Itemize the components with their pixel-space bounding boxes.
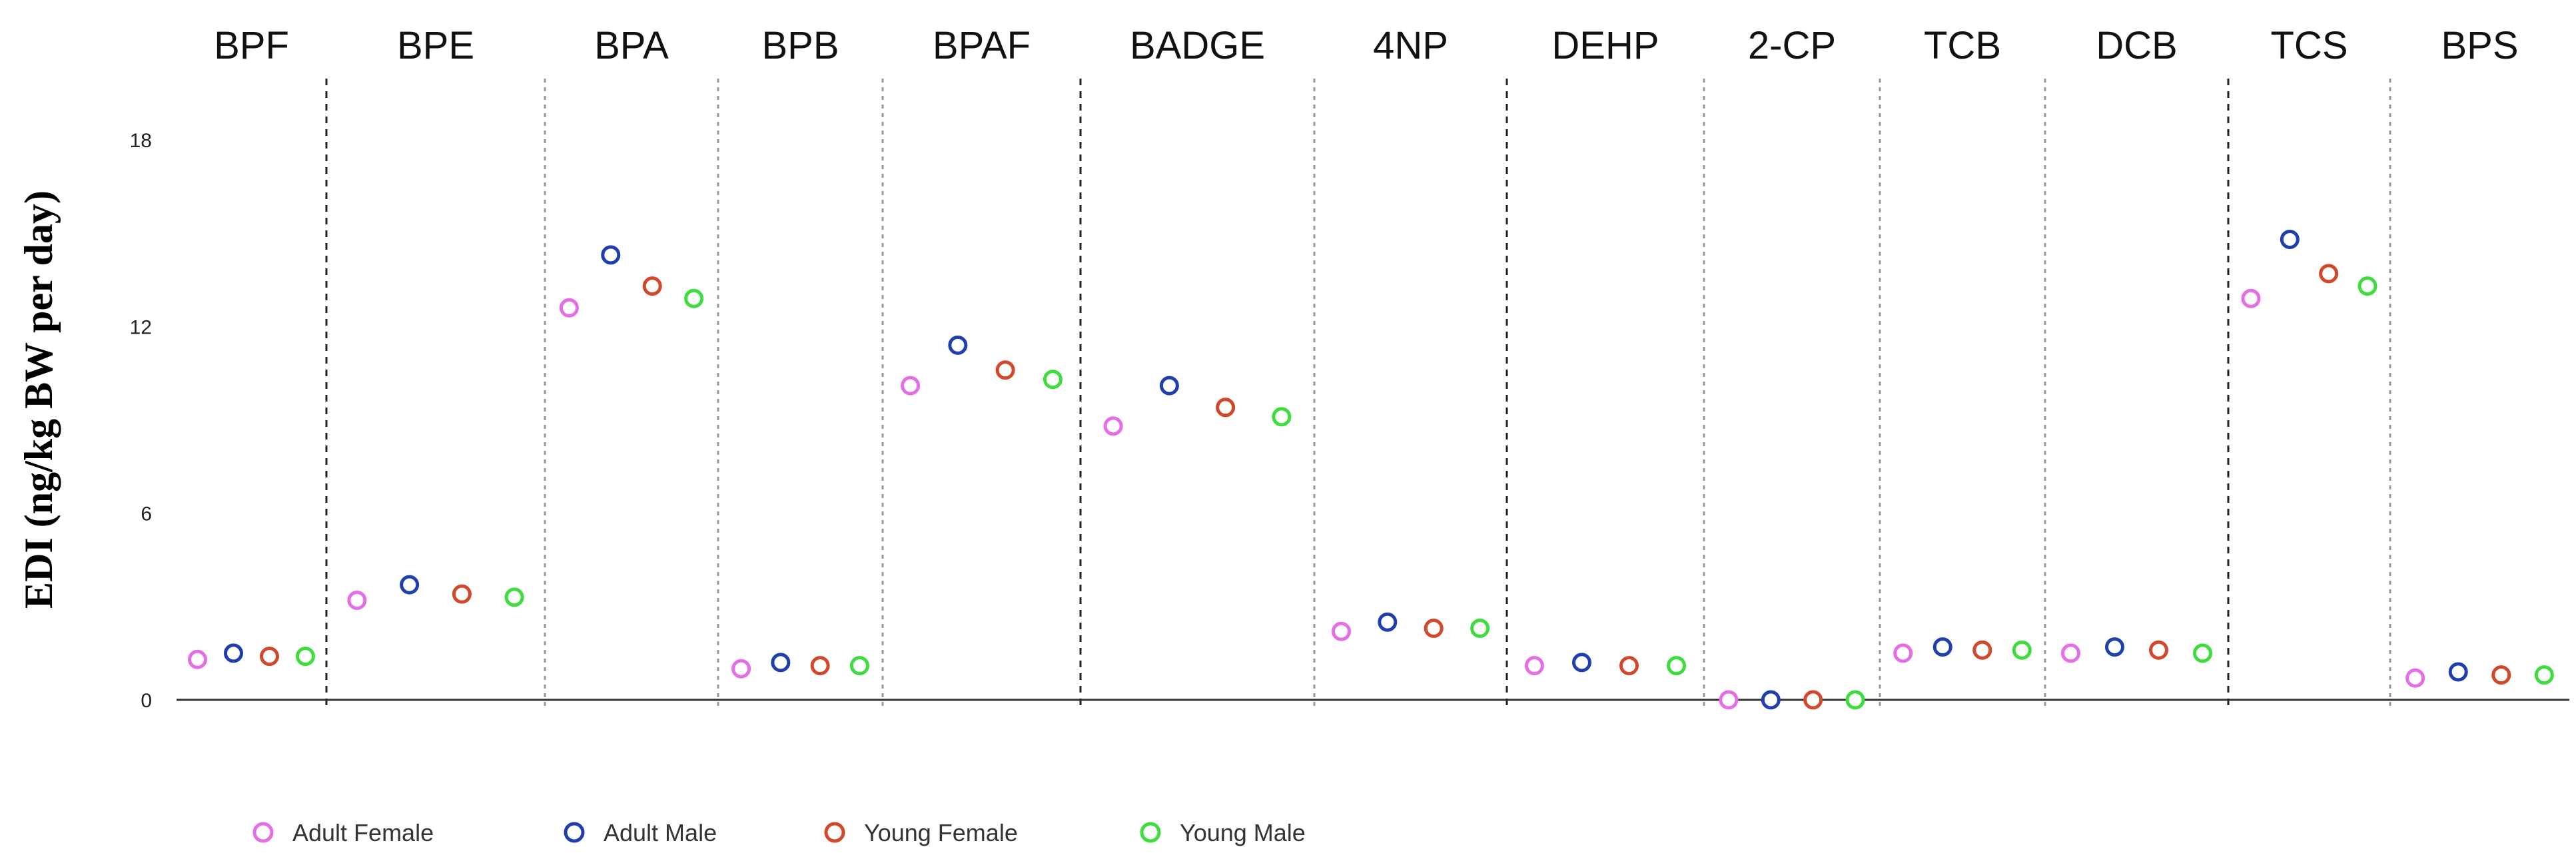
panel-labels: BPF BPE BPA BPB BPAF BADGE 4NP DEHP 2-CP TCB DCB TC… — [214, 24, 2518, 67]
point-young-male-bpa — [684, 288, 704, 308]
point-young-male-badge — [1272, 407, 1292, 427]
panel-label-2-cp: 2-CP — [1748, 24, 1836, 67]
point-adult-male-bpf — [224, 643, 243, 663]
y-tick-label: 18 — [130, 130, 152, 152]
point-adult-female-dcb — [2061, 643, 2080, 663]
legend: Adult Female Adult Male Young Female Young … — [252, 819, 1306, 846]
point-young-male-bpaf — [1043, 370, 1063, 390]
data-markers — [188, 230, 2554, 710]
panel-label-dcb: DCB — [2096, 24, 2177, 67]
point-young-female-dcb — [2149, 640, 2168, 660]
legend-item-young-male: Young Male — [1140, 819, 1306, 846]
panel-label-bpa: BPA — [594, 24, 669, 67]
point-adult-male-bpa — [601, 245, 621, 265]
y-tick-label: 0 — [141, 690, 152, 712]
point-young-female-bpaf — [995, 360, 1015, 380]
point-young-female-bpa — [642, 276, 662, 296]
point-young-male-dehp — [1667, 656, 1687, 676]
point-adult-male-bpe — [400, 575, 420, 595]
point-young-male-bps — [2534, 665, 2554, 685]
point-adult-male-badge — [1159, 376, 1179, 396]
point-young-female-tcb — [1972, 640, 1992, 660]
point-adult-male-2-cp — [1761, 690, 1781, 710]
panel-label-bpb: BPB — [761, 24, 839, 67]
y-axis: 0 6 12 18 — [130, 130, 152, 712]
panel-label-badge: BADGE — [1130, 24, 1265, 67]
point-adult-female-dehp — [1524, 656, 1544, 676]
point-young-male-bpf — [296, 647, 315, 667]
point-young-female-tcs — [2319, 264, 2339, 284]
legend-label: Adult Male — [604, 819, 717, 846]
point-adult-male-bps — [2448, 662, 2468, 682]
point-adult-female-bpa — [559, 298, 579, 318]
point-young-female-dehp — [1619, 656, 1639, 676]
legend-marker — [564, 822, 585, 843]
point-young-male-2-cp — [1845, 690, 1865, 710]
panel-label-tcb: TCB — [1924, 24, 2001, 67]
point-adult-male-bpaf — [948, 335, 968, 355]
point-young-female-4np — [1424, 619, 1444, 639]
point-adult-female-bpb — [731, 659, 751, 679]
point-adult-female-bps — [2405, 668, 2425, 688]
legend-item-young-female: Young Female — [824, 819, 1018, 846]
point-young-male-4np — [1470, 619, 1490, 639]
legend-label: Young Male — [1180, 819, 1306, 846]
panel-dividers — [325, 79, 2391, 707]
legend-marker — [824, 822, 845, 843]
point-adult-female-tcb — [1893, 643, 1913, 663]
legend-marker — [252, 822, 274, 843]
point-adult-male-tcs — [2280, 230, 2300, 250]
panel-label-bps: BPS — [2441, 24, 2518, 67]
point-adult-male-bpb — [771, 653, 791, 673]
panel-label-bpaf: BPAF — [933, 24, 1031, 67]
point-adult-female-bpf — [188, 649, 207, 669]
panel-label-4np: 4NP — [1373, 24, 1448, 67]
point-young-female-bps — [2491, 665, 2511, 685]
panel-label-bpf: BPF — [214, 24, 289, 67]
point-young-female-bpf — [260, 647, 279, 667]
legend-label: Young Female — [864, 819, 1018, 846]
point-adult-female-4np — [1331, 621, 1351, 641]
legend-item-adult-male: Adult Male — [564, 819, 717, 846]
point-young-female-bpe — [452, 584, 472, 604]
point-adult-male-4np — [1378, 612, 1398, 632]
point-adult-female-bpaf — [901, 376, 921, 396]
point-adult-female-badge — [1103, 416, 1123, 436]
point-young-male-bpb — [849, 656, 869, 676]
point-young-male-tcb — [2012, 640, 2032, 660]
legend-item-adult-female: Adult Female — [252, 819, 434, 846]
panel-label-dehp: DEHP — [1551, 24, 1659, 67]
legend-marker — [1140, 822, 1161, 843]
panel-label-bpe: BPE — [397, 24, 474, 67]
panel-label-tcs: TCS — [2271, 24, 2348, 67]
point-adult-female-bpe — [347, 590, 367, 610]
point-adult-male-dehp — [1571, 653, 1591, 673]
point-young-female-2-cp — [1803, 690, 1823, 710]
point-young-female-bpb — [810, 656, 830, 676]
point-young-male-dcb — [2193, 643, 2212, 663]
point-young-female-badge — [1216, 398, 1236, 418]
point-young-male-bpe — [504, 587, 524, 607]
y-axis-title: EDI (ng/kg BW per day) — [17, 190, 61, 609]
point-adult-female-2-cp — [1719, 690, 1739, 710]
legend-label: Adult Female — [292, 819, 434, 846]
point-adult-male-dcb — [2105, 637, 2124, 657]
y-tick-label: 6 — [141, 503, 152, 525]
point-adult-male-tcb — [1932, 637, 1952, 657]
point-adult-female-tcs — [2241, 288, 2261, 308]
y-tick-label: 12 — [130, 316, 152, 338]
point-young-male-tcs — [2358, 276, 2377, 296]
